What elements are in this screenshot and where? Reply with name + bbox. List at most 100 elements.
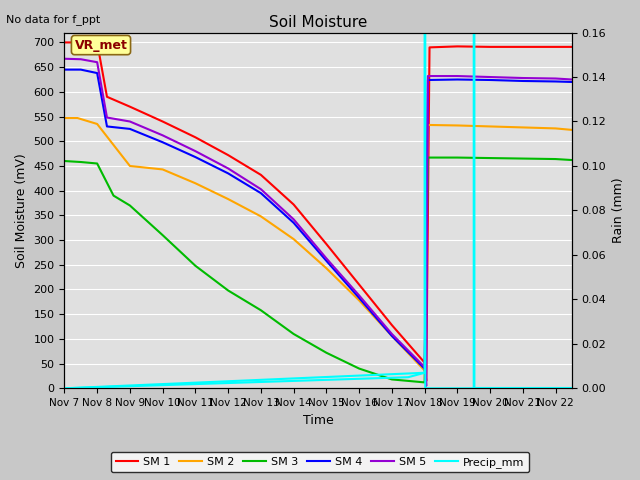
SM 4 — [224, 170, 232, 176]
Precip_mm — [61, 385, 68, 391]
SM 4 — [126, 126, 134, 132]
SM 2 — [224, 196, 232, 202]
Precip_mm — [470, 30, 477, 36]
SM 4 — [61, 67, 68, 72]
SM 4 — [454, 77, 461, 83]
SM 5 — [519, 75, 527, 81]
SM 3 — [420, 380, 428, 385]
SM 5 — [355, 292, 363, 298]
SM 5 — [568, 77, 576, 83]
SM 3 — [159, 232, 166, 238]
SM 4 — [257, 190, 265, 196]
SM 2 — [74, 115, 81, 121]
SM 2 — [388, 333, 396, 339]
SM 3 — [552, 156, 559, 162]
SM 3 — [519, 156, 527, 161]
SM 3 — [420, 380, 428, 385]
SM 4 — [323, 258, 330, 264]
SM 2 — [454, 122, 461, 128]
SM 4 — [355, 295, 363, 301]
SM 3 — [454, 155, 461, 160]
SM 3 — [224, 288, 232, 293]
SM 4 — [191, 154, 199, 160]
SM 1 — [126, 104, 134, 109]
SM 5 — [103, 115, 111, 120]
SM 4 — [93, 70, 101, 76]
SM 3 — [126, 203, 134, 208]
SM 1 — [552, 44, 559, 50]
SM 5 — [257, 186, 265, 192]
Text: No data for f_ppt: No data for f_ppt — [6, 14, 100, 25]
SM 2 — [93, 121, 101, 127]
SM 1 — [355, 282, 363, 288]
SM 1 — [61, 39, 68, 45]
SM 2 — [420, 368, 428, 373]
SM 4 — [290, 220, 298, 226]
Y-axis label: Soil Moisture (mV): Soil Moisture (mV) — [15, 153, 28, 268]
SM 2 — [552, 126, 559, 132]
SM 3 — [191, 263, 199, 269]
SM 4 — [420, 366, 428, 372]
Text: VR_met: VR_met — [74, 38, 127, 51]
SM 3 — [323, 350, 330, 356]
SM 1 — [224, 152, 232, 158]
SM 3 — [257, 307, 265, 313]
SM 1 — [191, 134, 199, 140]
SM 2 — [486, 123, 494, 129]
SM 2 — [191, 180, 199, 186]
SM 3 — [290, 331, 298, 337]
SM 3 — [93, 161, 101, 167]
SM 5 — [290, 216, 298, 222]
SM 2 — [519, 124, 527, 130]
Line: SM 5: SM 5 — [65, 59, 572, 386]
SM 3 — [486, 155, 494, 161]
Precip_mm — [420, 30, 428, 36]
SM 1 — [388, 322, 396, 328]
SM 1 — [420, 360, 428, 365]
SM 2 — [257, 214, 265, 219]
Y-axis label: Rain (mm): Rain (mm) — [612, 178, 625, 243]
SM 2 — [126, 163, 134, 169]
SM 1 — [323, 241, 330, 247]
SM 4 — [388, 333, 396, 339]
SM 1 — [290, 202, 298, 207]
SM 2 — [424, 122, 432, 128]
SM 1 — [426, 45, 433, 50]
SM 1 — [103, 94, 111, 100]
SM 3 — [61, 158, 68, 164]
SM 5 — [93, 60, 101, 65]
SM 5 — [191, 148, 199, 154]
Line: SM 1: SM 1 — [65, 42, 572, 381]
SM 5 — [420, 364, 428, 370]
SM 2 — [355, 298, 363, 303]
Line: SM 4: SM 4 — [65, 70, 572, 369]
SM 5 — [224, 166, 232, 171]
SM 2 — [61, 115, 68, 121]
SM 1 — [422, 378, 430, 384]
SM 1 — [420, 360, 428, 365]
SM 5 — [388, 331, 396, 337]
Precip_mm — [470, 30, 478, 36]
SM 2 — [323, 265, 330, 271]
SM 3 — [355, 366, 363, 372]
SM 4 — [103, 123, 111, 129]
SM 3 — [424, 155, 432, 160]
SM 3 — [109, 193, 117, 199]
SM 5 — [159, 132, 166, 138]
Precip_mm — [421, 30, 429, 36]
SM 5 — [323, 255, 330, 261]
SM 1 — [519, 44, 527, 50]
SM 3 — [568, 157, 576, 163]
SM 2 — [420, 368, 428, 373]
SM 4 — [486, 77, 494, 83]
SM 3 — [388, 376, 396, 382]
SM 4 — [552, 79, 559, 84]
SM 5 — [77, 56, 84, 62]
X-axis label: Time: Time — [303, 414, 333, 427]
Precip_mm — [470, 385, 477, 391]
SM 5 — [420, 364, 428, 370]
SM 3 — [77, 159, 84, 165]
Line: SM 3: SM 3 — [65, 157, 572, 383]
Precip_mm — [470, 385, 478, 391]
SM 1 — [93, 39, 101, 45]
